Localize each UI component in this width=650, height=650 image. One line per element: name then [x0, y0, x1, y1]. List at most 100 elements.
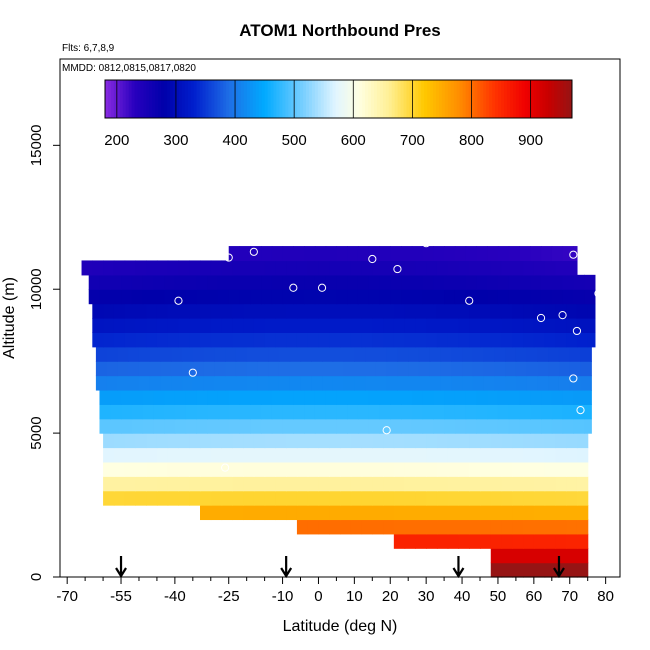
heatmap-cell: [393, 490, 406, 506]
heatmap-cell: [196, 289, 208, 305]
heatmap-cell: [401, 274, 413, 290]
heatmap-cell: [307, 303, 320, 319]
heatmap-cell: [490, 533, 503, 549]
y-tick-label: 5000: [28, 416, 45, 449]
x-tick-label: 20: [382, 588, 399, 605]
colorbar-segment: [560, 80, 564, 118]
heatmap-cell: [523, 447, 535, 463]
heatmap-cell: [458, 490, 470, 506]
heatmap-cell: [131, 274, 144, 290]
heatmap-cell: [501, 505, 513, 521]
heatmap-cell: [311, 346, 323, 362]
heatmap-cell: [383, 519, 395, 535]
sample-points: [66, 239, 603, 472]
heatmap-cell: [401, 289, 413, 305]
heatmap-cell: [307, 318, 320, 333]
heatmap-cell: [379, 246, 391, 262]
heatmap-cell: [480, 505, 492, 521]
heatmap-cell: [451, 375, 463, 391]
heatmap-cell: [566, 548, 578, 564]
heatmap-cell: [250, 389, 262, 405]
heatmap-cell: [404, 533, 416, 549]
heatmap-cell: [286, 505, 298, 521]
heatmap-cell: [350, 519, 363, 535]
colorbar-tick-label: 200: [104, 132, 129, 149]
heatmap-cell: [350, 505, 363, 521]
heatmap-cell: [587, 318, 596, 333]
heatmap-cell: [447, 332, 460, 348]
heatmap-cell: [178, 303, 190, 319]
heatmap-cell: [164, 289, 176, 305]
colorbar-segment: [332, 80, 337, 118]
colorbar-segment: [167, 80, 171, 118]
heatmap-cell: [480, 461, 492, 477]
heatmap-cell: [296, 447, 309, 463]
heatmap-cell: [447, 260, 460, 276]
heatmap-cell: [347, 418, 359, 434]
heatmap-cell: [555, 433, 567, 449]
heatmap-cell: [221, 260, 233, 276]
colorbar-segment: [533, 80, 538, 118]
heatmap-cell: [566, 433, 578, 449]
heatmap-cell: [189, 303, 201, 319]
heatmap-cell: [131, 289, 144, 305]
heatmap-cell: [519, 389, 531, 405]
heatmap-cell: [426, 303, 438, 319]
heatmap-cell: [156, 461, 169, 477]
heatmap-cell: [350, 461, 363, 477]
heatmap-cell: [512, 562, 524, 578]
heatmap-cell: [433, 289, 445, 305]
colorbar-segment: [226, 80, 230, 118]
heatmap-cell: [530, 274, 542, 290]
heatmap-cell: [372, 303, 384, 319]
heatmap-cell: [81, 260, 93, 276]
heatmap-cell: [404, 519, 416, 535]
heatmap-cell: [232, 476, 244, 492]
heatmap-cell: [232, 260, 244, 276]
heatmap-cell: [350, 433, 363, 449]
heatmap-cell: [497, 246, 510, 262]
heatmap-cell: [304, 389, 316, 405]
heatmap-cell: [379, 418, 391, 434]
heatmap-cell: [422, 246, 434, 262]
heatmap-cell: [383, 332, 395, 348]
heatmap-cell: [440, 361, 452, 377]
colorbar-segment: [107, 80, 112, 118]
heatmap-cell: [454, 404, 467, 420]
heatmap-cell: [544, 447, 556, 463]
colorbar-segment: [291, 80, 295, 118]
heatmap-cell: [454, 289, 467, 305]
heatmap-cell: [490, 447, 503, 463]
heatmap-cell: [490, 519, 503, 535]
heatmap-cell: [533, 490, 546, 506]
heatmap-cell: [142, 289, 154, 305]
heatmap-cell: [566, 318, 578, 333]
heatmap-cell: [494, 346, 506, 362]
heatmap-cell: [576, 548, 589, 564]
heatmap-cell: [544, 548, 556, 564]
colorbar-segment: [184, 80, 189, 118]
heatmap-cell: [383, 433, 395, 449]
heatmap-cell: [228, 289, 241, 305]
heatmap-cell: [523, 505, 535, 521]
heatmap-cell: [544, 505, 556, 521]
heatmap-cell: [476, 404, 488, 420]
heatmap-cell: [239, 404, 251, 420]
heatmap-cell: [113, 318, 126, 333]
colorbar-segment: [400, 80, 405, 118]
heatmap-cell: [397, 346, 409, 362]
heatmap-cell: [523, 318, 535, 333]
heatmap-cell: [415, 533, 427, 549]
heatmap-cell: [225, 361, 237, 377]
heatmap-cell: [311, 361, 323, 377]
heatmap-cell: [584, 289, 596, 305]
colorbar-segment: [152, 80, 156, 118]
colorbar-segment: [172, 80, 177, 118]
heatmap-cell: [558, 361, 571, 377]
heatmap-cell: [576, 490, 589, 506]
heatmap-cell: [314, 404, 327, 420]
sample-point: [594, 289, 603, 298]
colorbar-segment: [480, 80, 484, 118]
heatmap-cell: [537, 346, 549, 362]
heatmap-cell: [113, 260, 126, 276]
